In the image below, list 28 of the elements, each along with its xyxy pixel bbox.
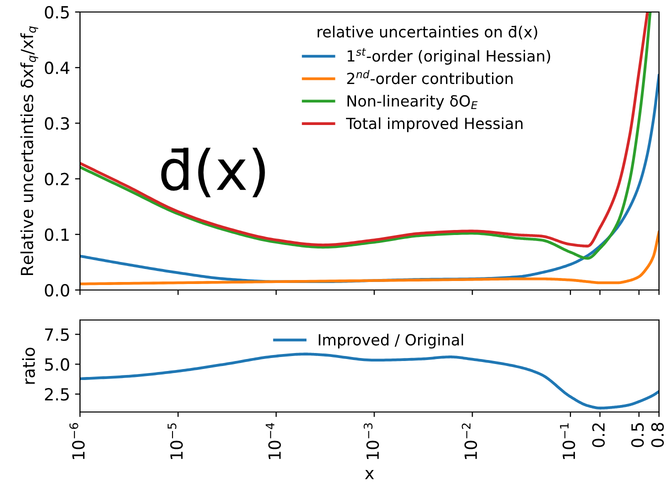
y-axis-title: ratio [22,348,35,384]
x-tick-label: 10$^{−5}$ [168,423,183,460]
y-tick-label: 0.2 [44,172,69,186]
x-tick-label: 0.2 [592,423,605,448]
y-tick-label: 0.5 [44,6,69,19]
y-axis-title: Relative uncertainties δxf$_{q}$/xf$_{q}$ [20,26,38,276]
annotation: d̄(x) [161,148,265,198]
legend-title: relative uncertainties on d̄(x) [318,26,538,40]
x-tick-label: 0.5 [631,423,644,448]
y-tick-label: 0.0 [44,284,70,297]
y-tick-label: 7.5 [45,328,69,341]
x-tick-label: 10$^{−3}$ [364,423,379,460]
x-tick-label: 10$^{−1}$ [560,423,576,460]
legend-label: 1$^{st}$-order (original Hessian) [348,48,550,65]
x-tick-label: 10$^{−2}$ [462,423,478,460]
x-tick-label: 0.8 [651,422,664,448]
x-tick-label: 10$^{−6}$ [69,423,85,460]
y-tick-label: 0.3 [44,117,69,130]
legend-label: Non-linearity δO$_{E}$ [348,94,478,110]
y-tick-label: 2.5 [44,388,69,401]
legend-label: 2$^{nd}$-order contribution [347,70,513,84]
y-tick-label: 0.1 [44,228,69,241]
x-tick-label: 10$^{−4}$ [266,422,281,460]
y-tick-label: 0.4 [44,62,70,74]
x-axis-title: x [365,470,374,480]
legend-label: Total improved Hessian [346,117,522,132]
y-tick-label: 5.0 [45,358,70,371]
legend-label: Improved / Original [318,334,464,349]
